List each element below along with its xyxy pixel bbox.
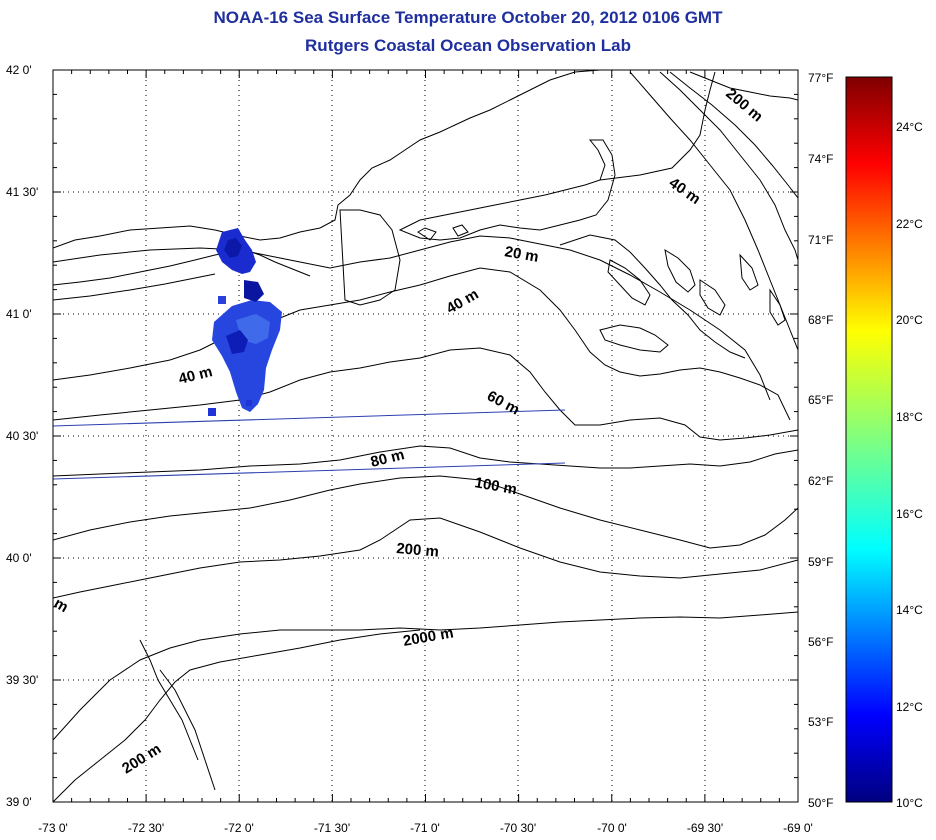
- lon-label: -72 30': [128, 821, 164, 835]
- contour-label-40m-mid: 40 m: [444, 286, 482, 318]
- lon-label: -71 30': [314, 821, 350, 835]
- contour-200m-lower: [53, 629, 421, 802]
- contour-100m: [53, 475, 798, 549]
- colorbar-c-label: 22°C: [896, 217, 923, 231]
- lat-label: 41 30': [6, 185, 38, 199]
- colorbar-c-label: 16°C: [896, 507, 923, 521]
- axis-ticks: [52, 69, 799, 803]
- contour-80m: [53, 445, 798, 477]
- lon-label: -73 0': [38, 821, 68, 835]
- colorbar-c-label: 18°C: [896, 410, 923, 424]
- transect-line-south: [53, 462, 566, 480]
- map-subtitle: Rutgers Coastal Ocean Observation Lab: [305, 36, 631, 55]
- lon-label: -71 0': [410, 821, 440, 835]
- sst-patch: [208, 228, 282, 416]
- lat-label: 42 0': [6, 63, 32, 77]
- lat-label: 40 30': [6, 429, 38, 443]
- contour-label-200m-sw: 200 m: [119, 740, 164, 777]
- contour-label-200m: 200 m: [396, 540, 440, 561]
- lat-label: 39 30': [6, 673, 38, 687]
- colorbar-c-label: 24°C: [896, 120, 923, 134]
- contour-label-80m: 80 m: [369, 446, 406, 471]
- colorbar-f-label: 77°F: [808, 71, 833, 85]
- coastline: [53, 70, 716, 306]
- colorbar-c-label: 14°C: [896, 603, 923, 617]
- lat-label: 39 0': [6, 795, 32, 809]
- colorbar-f-label: 56°F: [808, 635, 833, 649]
- lon-label: -70 0': [597, 821, 627, 835]
- contour-label-40m-west: 40 m: [177, 363, 214, 388]
- colorbar-c-label: 20°C: [896, 313, 923, 327]
- long-island: [53, 249, 311, 301]
- lon-label: -72 0': [224, 821, 254, 835]
- cape-cod-shoals: [559, 234, 786, 359]
- contour-60m: [53, 347, 798, 441]
- lat-lon-grid: [53, 70, 798, 802]
- transect-line-north: [53, 409, 566, 427]
- lat-label: 40 0': [6, 551, 32, 565]
- colorbar-f-label: 74°F: [808, 152, 833, 166]
- contour-label-100m: 100 m: [473, 474, 518, 498]
- canyon-contours: [139, 639, 216, 791]
- contour-label-40m-ne: 40 m: [666, 174, 704, 208]
- colorbar-f-label: 50°F: [808, 796, 833, 810]
- lon-label: -69 0': [783, 821, 813, 835]
- contour-2000m: [53, 611, 798, 741]
- contour-ne-top: [689, 71, 798, 101]
- contour-200m-ne: [659, 71, 798, 261]
- map-title: NOAA-16 Sea Surface Temperature October …: [213, 8, 723, 27]
- colorbar-f-label: 71°F: [808, 233, 833, 247]
- colorbar-c-label: 10°C: [896, 796, 923, 810]
- colorbar-f-label: 68°F: [808, 313, 833, 327]
- contour-40m: [53, 267, 791, 421]
- contour-40m-ne: [629, 71, 798, 351]
- colorbar-f-label: 59°F: [808, 555, 833, 569]
- contour-label-20m: 20 m: [503, 243, 540, 266]
- colorbar: [845, 76, 893, 803]
- lon-label: -70 30': [500, 821, 536, 835]
- colorbar-f-label: 65°F: [808, 393, 833, 407]
- colorbar-f-label: 62°F: [808, 474, 833, 488]
- lat-label: 41 0': [6, 307, 32, 321]
- contour-label-60m: 60 m: [484, 388, 522, 419]
- contour-200m: [53, 517, 798, 599]
- colorbar-c-label: 12°C: [896, 700, 923, 714]
- lon-label: -69 30': [687, 821, 723, 835]
- contour-20m: [53, 235, 771, 401]
- colorbar-f-label: 53°F: [808, 715, 833, 729]
